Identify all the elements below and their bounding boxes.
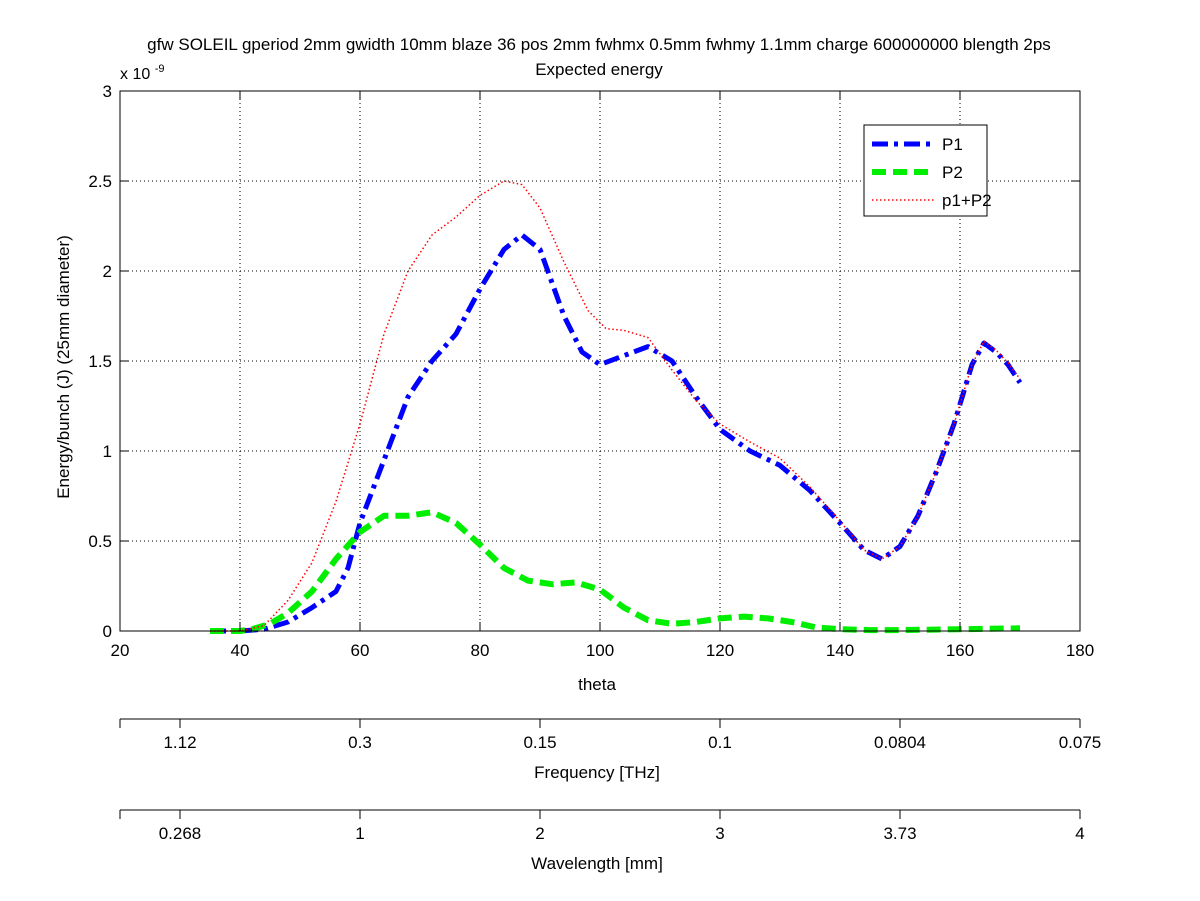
y-multiplier-label: x 10 -9 xyxy=(120,63,164,83)
series-line-2 xyxy=(210,509,1021,634)
y-tick-label: 1.5 xyxy=(88,352,112,371)
legend-label: P1 xyxy=(942,135,963,154)
secondary-tick-label: 3.73 xyxy=(883,824,916,843)
series-group xyxy=(210,180,1023,634)
grid xyxy=(120,91,1080,631)
secondary-tick-label: 0.15 xyxy=(523,733,556,752)
secondary-tick-label: 0.1 xyxy=(708,733,732,752)
y-tick-label: 0.5 xyxy=(88,532,112,551)
y-tick-label: 0 xyxy=(103,622,112,641)
chart-subtitle: Expected energy xyxy=(535,60,663,79)
x-tick-label: 140 xyxy=(826,641,854,660)
secondary-tick-label: 0.268 xyxy=(159,824,202,843)
x-tick-label: 160 xyxy=(946,641,974,660)
secondary-axes: 1.12 0.3 0.15 0.1 0.0804 0.075 Frequency [THz]… xyxy=(119,718,1102,873)
legend-label: p1+P2 xyxy=(942,191,992,210)
y-tick-label: 2 xyxy=(103,262,112,281)
secondary-axis-label: Frequency [THz] xyxy=(534,763,660,782)
legend-label: P2 xyxy=(942,163,963,182)
x-axis-label: theta xyxy=(578,675,616,694)
y-multiplier-base: x 10 xyxy=(120,66,150,83)
x-tick-label: 40 xyxy=(231,641,250,660)
secondary-tick-label: 2 xyxy=(535,824,544,843)
y-tick-label: 3 xyxy=(103,82,112,101)
secondary-tick-label: 1 xyxy=(355,824,364,843)
y-tick-label: 1 xyxy=(103,442,112,461)
y-tick-label: 2.5 xyxy=(88,172,112,191)
secondary-axis-label: Wavelength [mm] xyxy=(531,854,663,873)
x-tick-label: 60 xyxy=(351,641,370,660)
x-axis: 20 40 60 80 100 120 140 160 180 xyxy=(111,91,1094,660)
y-axis: 0 0.5 1 1.5 2 2.5 3 xyxy=(88,82,1080,641)
x-tick-label: 20 xyxy=(111,641,130,660)
series-line-3 xyxy=(210,180,1021,632)
y-axis-label: Energy/bunch (J) (25mm diameter) xyxy=(54,235,73,499)
secondary-tick-label: 0.0804 xyxy=(874,733,926,752)
x-tick-label: 100 xyxy=(586,641,614,660)
legend: P1 P2 p1+P2 xyxy=(863,124,992,217)
secondary-tick-label: 0.3 xyxy=(348,733,372,752)
y-multiplier-exponent: -9 xyxy=(155,63,165,75)
secondary-tick-label: 4 xyxy=(1075,824,1084,843)
x-tick-label: 80 xyxy=(471,641,490,660)
chart-title: gfw SOLEIL gperiod 2mm gwidth 10mm blaze… xyxy=(147,35,1051,54)
secondary-tick-label: 1.12 xyxy=(163,733,196,752)
secondary-tick-label: 3 xyxy=(715,824,724,843)
x-tick-label: 120 xyxy=(706,641,734,660)
x-tick-label: 180 xyxy=(1066,641,1094,660)
secondary-tick-label: 0.075 xyxy=(1059,733,1102,752)
